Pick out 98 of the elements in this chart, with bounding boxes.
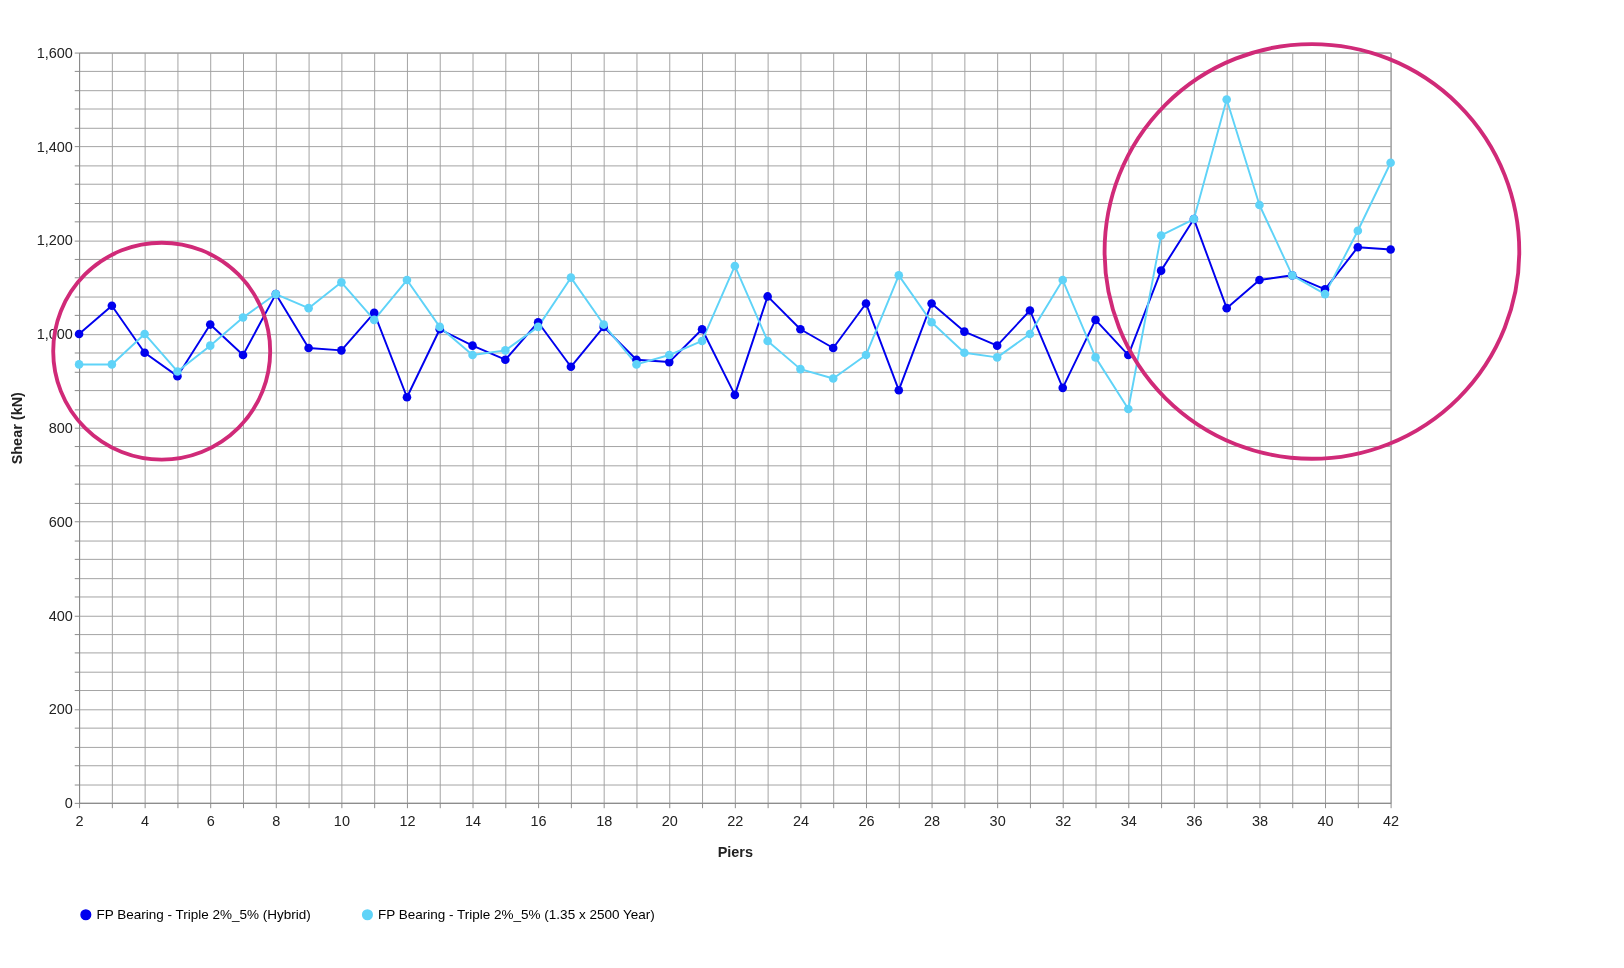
- point: [927, 317, 936, 327]
- point: [304, 303, 313, 313]
- point: [205, 341, 215, 350]
- point: [402, 275, 412, 285]
- x-tick-label: 40: [1317, 812, 1334, 829]
- point: [664, 350, 674, 360]
- point: [1156, 231, 1166, 240]
- point: [107, 360, 117, 369]
- y-tick-label: 800: [48, 420, 73, 437]
- point: [238, 350, 248, 360]
- x-tick-label: 14: [464, 812, 482, 829]
- point: [1255, 275, 1264, 285]
- point: [304, 343, 313, 353]
- point: [337, 346, 346, 355]
- x-tick-label: 42: [1383, 812, 1400, 829]
- point: [1353, 226, 1363, 236]
- legend-label: FP Bearing - Triple 2%_5% (Hybrid): [96, 906, 311, 922]
- x-tick-label: 30: [989, 812, 1006, 829]
- point: [1058, 275, 1068, 285]
- point: [1025, 306, 1035, 315]
- point: [632, 360, 641, 369]
- point: [730, 390, 740, 400]
- x-tick-label: 34: [1120, 812, 1137, 829]
- x-tick-label: 36: [1186, 812, 1203, 829]
- point: [566, 273, 576, 282]
- x-tick-label: 26: [858, 812, 875, 829]
- point: [238, 313, 248, 322]
- x-tick-label: 4: [141, 812, 150, 829]
- x-tick-label: 16: [530, 812, 547, 829]
- y-tick-label: 200: [48, 701, 73, 718]
- point: [140, 329, 149, 339]
- point: [1386, 158, 1395, 168]
- point: [763, 292, 772, 301]
- point: [960, 327, 969, 336]
- point: [1156, 266, 1166, 275]
- point: [501, 355, 510, 365]
- point: [107, 301, 117, 311]
- x-axis-title: Piers: [717, 844, 754, 861]
- point: [173, 367, 182, 376]
- x-tick-label: 18: [596, 812, 613, 829]
- x-tick-label: 32: [1055, 812, 1072, 829]
- x-tick-label: 28: [924, 812, 941, 829]
- y-tick-label: 1,600: [36, 44, 73, 61]
- point: [1124, 404, 1133, 414]
- point: [74, 360, 84, 369]
- x-tick-label: 20: [661, 812, 678, 829]
- legend-label: FP Bearing - Triple 2%_5% (1.35 x 2500 Year): [378, 906, 655, 922]
- point: [763, 336, 772, 346]
- point: [533, 322, 543, 332]
- point: [992, 353, 1002, 362]
- x-tick-label: 38: [1251, 812, 1268, 829]
- point: [894, 385, 904, 395]
- point: [828, 343, 838, 353]
- y-tick-label: 600: [48, 513, 73, 530]
- point: [566, 362, 576, 372]
- point: [369, 315, 379, 325]
- point: [468, 341, 477, 350]
- y-tick-label: 1,200: [36, 232, 73, 249]
- point: [205, 320, 215, 329]
- point: [960, 348, 969, 357]
- point: [74, 329, 84, 339]
- x-tick-label: 22: [727, 812, 744, 829]
- point: [337, 278, 346, 287]
- point: [992, 341, 1002, 350]
- point: [468, 350, 477, 360]
- point: [1091, 353, 1100, 362]
- point: [1320, 289, 1330, 299]
- point: [1222, 303, 1231, 313]
- x-tick-label: 6: [206, 812, 215, 829]
- point: [140, 348, 149, 357]
- point: [796, 364, 805, 374]
- y-tick-label: 400: [48, 607, 73, 624]
- x-tick-label: 24: [792, 812, 809, 829]
- point: [1091, 315, 1100, 325]
- x-tick-label: 2: [75, 812, 84, 829]
- x-tick-label: 10: [333, 812, 350, 829]
- y-tick-label: 0: [64, 795, 73, 812]
- y-axis-title: Shear (kN): [9, 391, 26, 465]
- point: [894, 271, 904, 280]
- point: [697, 336, 707, 346]
- x-tick-label: 12: [399, 812, 416, 829]
- point: [1222, 95, 1231, 104]
- point: [1255, 200, 1264, 210]
- point: [861, 350, 871, 360]
- point: [1353, 242, 1363, 252]
- point: [730, 261, 740, 271]
- point: [927, 299, 936, 308]
- point: [1058, 383, 1068, 393]
- point: [1386, 245, 1395, 254]
- point: [861, 299, 871, 308]
- y-tick-label: 1,400: [36, 138, 73, 155]
- point: [796, 324, 805, 334]
- x-tick-label: 8: [272, 812, 281, 829]
- point: [501, 346, 510, 355]
- point: [828, 374, 838, 383]
- point: [402, 392, 412, 402]
- point: [1025, 329, 1035, 339]
- point: [697, 324, 707, 334]
